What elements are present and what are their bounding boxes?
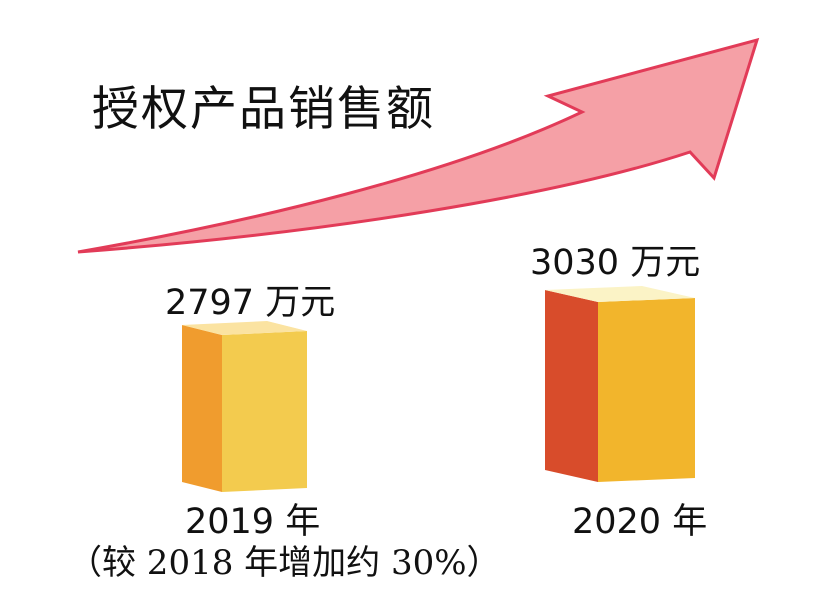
value-label-2020: 3030 万元 bbox=[530, 243, 701, 283]
bar-2020-front bbox=[598, 298, 695, 482]
growth-note: （较 2018 年增加约 30%） bbox=[68, 543, 501, 583]
bar-2019-top bbox=[182, 321, 307, 335]
category-label-2020: 2020 年 bbox=[572, 502, 708, 542]
growth-arrow-icon bbox=[77, 37, 760, 254]
bar-2019-front bbox=[222, 331, 307, 492]
value-label-2019: 2797 万元 bbox=[165, 283, 336, 323]
bar-2020-side bbox=[545, 290, 598, 482]
chart-title: 授权产品销售额 bbox=[92, 82, 435, 137]
category-label-2019: 2019 年 bbox=[185, 502, 321, 542]
bar-2019-side bbox=[182, 325, 222, 492]
bar-2020-top bbox=[545, 286, 695, 302]
bars-group bbox=[182, 286, 695, 492]
